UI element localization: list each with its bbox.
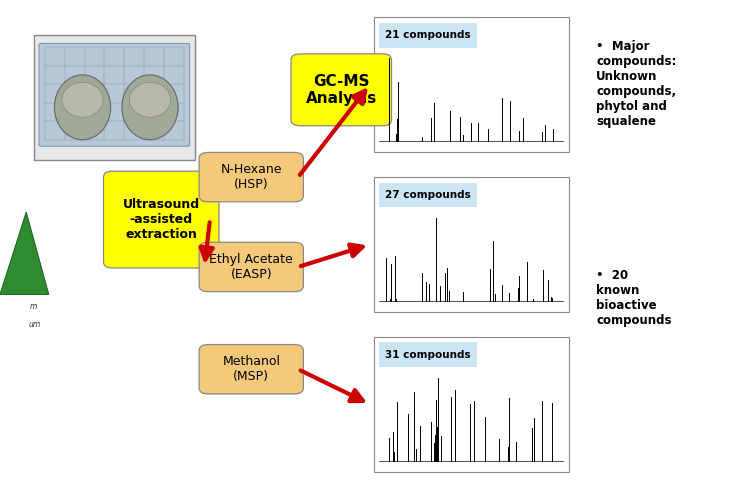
Ellipse shape (54, 75, 111, 140)
Text: Ultrasound
-assisted
extraction: Ultrasound -assisted extraction (123, 198, 200, 241)
Ellipse shape (62, 82, 103, 117)
Text: 21 compounds: 21 compounds (386, 30, 471, 40)
Bar (374, 337, 568, 472)
Bar (374, 17, 568, 152)
Bar (380, 342, 477, 367)
FancyBboxPatch shape (104, 171, 219, 268)
Text: m: m (30, 302, 38, 311)
Text: •  20
known
bioactive
compounds: • 20 known bioactive compounds (596, 269, 672, 327)
Text: 27 compounds: 27 compounds (386, 190, 471, 200)
Polygon shape (0, 212, 49, 294)
Text: N-Hexane
(HSP): N-Hexane (HSP) (220, 163, 282, 191)
Bar (380, 23, 477, 48)
Text: um: um (28, 320, 40, 329)
Ellipse shape (122, 75, 178, 140)
Bar (374, 177, 568, 312)
FancyBboxPatch shape (39, 43, 190, 146)
FancyBboxPatch shape (291, 54, 392, 126)
Text: 31 compounds: 31 compounds (386, 350, 471, 360)
Text: GC-MS
Analysis: GC-MS Analysis (306, 74, 376, 106)
FancyBboxPatch shape (200, 242, 303, 291)
Text: Ethyl Acetate
(EASP): Ethyl Acetate (EASP) (209, 253, 293, 281)
Bar (34, 35, 195, 160)
Text: Methanol
(MSP): Methanol (MSP) (222, 355, 280, 383)
FancyBboxPatch shape (200, 345, 303, 394)
Bar (380, 183, 477, 208)
Text: •  Major
compounds:
Unknown
compounds,
phytol and
squalene: • Major compounds: Unknown compounds, ph… (596, 40, 676, 128)
Ellipse shape (129, 82, 170, 117)
FancyBboxPatch shape (200, 153, 303, 202)
